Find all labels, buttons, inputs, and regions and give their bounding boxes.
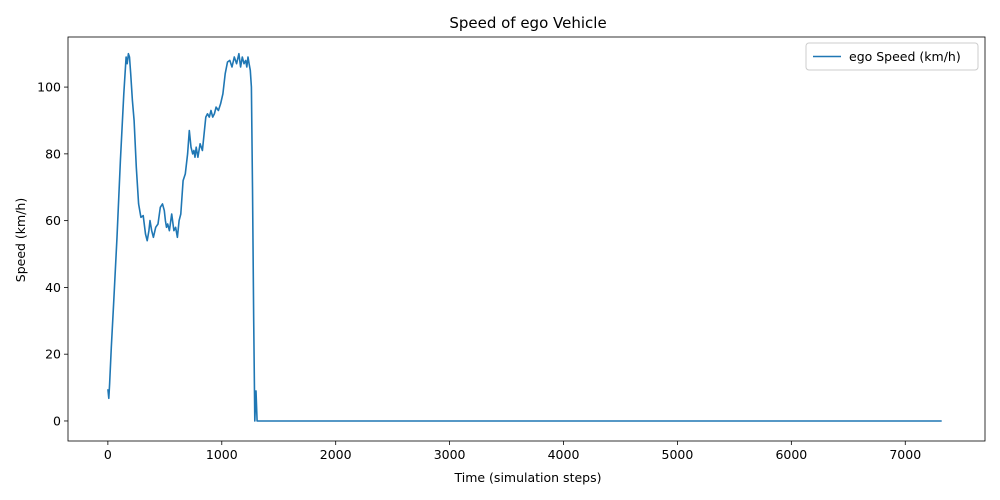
series-layer <box>107 52 942 422</box>
plot-frame <box>67 36 986 442</box>
y-axis: 0 20 40 60 80 100 <box>37 80 68 428</box>
x-tick-label: 6000 <box>775 447 807 462</box>
x-tick-label: 1000 <box>206 447 238 462</box>
x-axis: 0 1000 2000 3000 4000 5000 6000 7000 <box>104 441 921 462</box>
x-tick-label: 4000 <box>548 447 580 462</box>
x-tick-label: 2000 <box>320 447 352 462</box>
x-tick-label: 5000 <box>662 447 694 462</box>
y-tick-label: 0 <box>53 413 61 428</box>
y-tick-label: 20 <box>45 347 61 362</box>
series-line-ego-speed <box>107 52 942 422</box>
plot-area <box>67 36 986 442</box>
y-axis-label: Speed (km/h) <box>13 198 28 282</box>
x-tick-label: 3000 <box>434 447 466 462</box>
legend-box <box>805 42 979 71</box>
y-tick-label: 100 <box>37 80 61 95</box>
x-axis-label: Time (simulation steps) <box>453 470 601 485</box>
x-tick-label: 0 <box>104 447 112 462</box>
x-tick-label: 7000 <box>889 447 921 462</box>
y-tick-label: 60 <box>45 213 61 228</box>
y-tick-label: 40 <box>45 280 61 295</box>
chart-title: Speed of ego Vehicle <box>449 14 606 32</box>
legend-label: ego Speed (km/h) <box>849 49 961 64</box>
y-tick-label: 80 <box>45 146 61 161</box>
legend: ego Speed (km/h) <box>805 42 979 71</box>
